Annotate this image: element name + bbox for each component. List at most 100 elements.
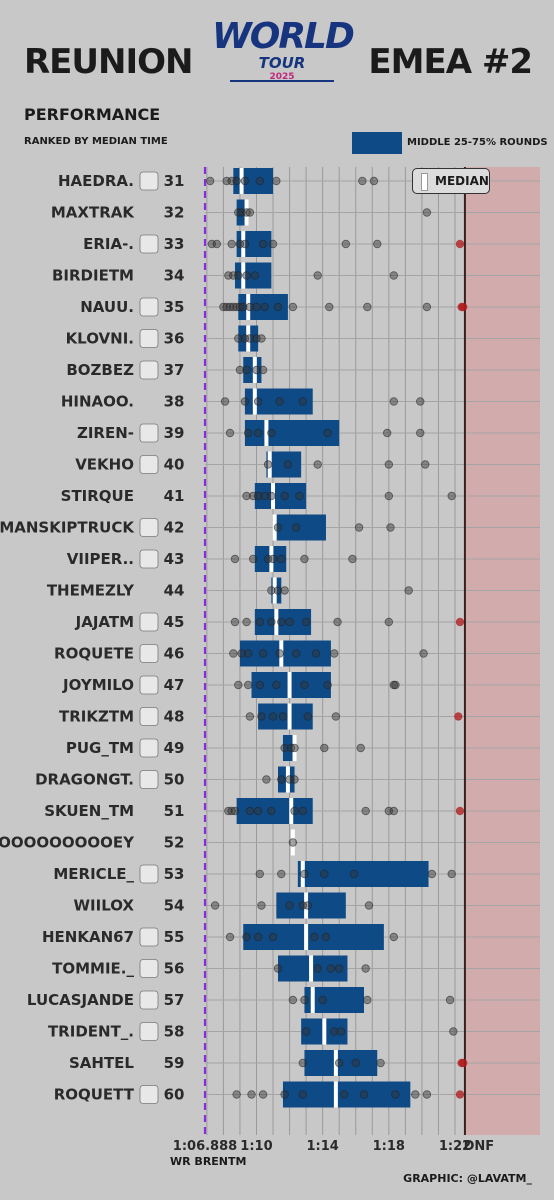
round-point: [253, 428, 263, 438]
round-point: [313, 460, 322, 469]
player-name: ROQUETE: [54, 645, 134, 663]
red-lattice-logo-icon: [139, 927, 159, 947]
round-point: [253, 397, 263, 406]
player-name: WIILOX: [73, 897, 134, 915]
round-point: [245, 712, 255, 721]
x-tick-label: 1:10: [240, 1139, 272, 1154]
chanel-logo-icon: [139, 171, 159, 191]
round-point: [376, 1058, 385, 1068]
round-point: [455, 1090, 465, 1099]
round-point: [384, 491, 394, 501]
player-number: 47: [164, 676, 185, 694]
round-point: [255, 680, 264, 690]
round-point: [455, 239, 465, 249]
round-point: [363, 995, 372, 1005]
round-point: [300, 869, 309, 879]
round-point: [245, 806, 255, 816]
round-point: [267, 806, 276, 816]
iqr-box: [276, 892, 346, 919]
player-name: KLOVNI.: [66, 330, 134, 348]
round-point: [275, 649, 284, 658]
legend-median-swatch: [421, 173, 428, 191]
round-point: [373, 239, 382, 249]
round-point: [229, 649, 238, 658]
player-number: 38: [164, 393, 185, 411]
round-point: [244, 428, 253, 438]
round-point: [311, 649, 321, 658]
round-point: [303, 712, 312, 721]
diamond-logo-icon: [139, 234, 159, 254]
median-marker: [292, 735, 297, 761]
round-point: [298, 1058, 308, 1068]
round-point: [258, 1090, 268, 1099]
round-point: [334, 1058, 344, 1068]
iqr-box: [254, 609, 312, 635]
round-point: [244, 649, 253, 658]
round-point: [252, 302, 261, 312]
round-point: [351, 1058, 360, 1068]
x-tick-label: 1:18: [373, 1139, 405, 1154]
x-tick-label: 1:14: [306, 1139, 338, 1154]
iqr-box: [239, 640, 331, 667]
round-point: [220, 397, 230, 406]
median-marker: [322, 1018, 327, 1045]
player-name: HINAOO.: [61, 393, 134, 411]
plane-logo-icon: [139, 738, 159, 758]
round-point: [258, 239, 268, 249]
player-name: BIRDIETM: [52, 267, 134, 285]
spiral-logo-icon: [139, 329, 159, 348]
round-point: [459, 302, 468, 312]
round-point: [386, 523, 395, 532]
player-name: HAEDRA.: [58, 172, 134, 190]
player-name: MANSKIPTRUCK: [0, 519, 135, 537]
player-number: 58: [164, 1023, 185, 1041]
median-marker: [333, 1081, 338, 1108]
iqr-box: [236, 199, 247, 226]
median-marker: [289, 798, 294, 824]
round-point: [222, 302, 231, 312]
round-point: [280, 1090, 289, 1099]
round-point: [234, 271, 243, 280]
round-point: [257, 901, 266, 910]
median-marker: [239, 168, 244, 194]
round-point: [389, 806, 398, 816]
round-point: [267, 586, 276, 595]
round-point: [229, 302, 238, 312]
round-point: [245, 208, 255, 217]
player-number: 54: [164, 897, 185, 915]
round-point: [416, 397, 425, 406]
round-point: [320, 869, 329, 879]
round-point: [325, 302, 334, 312]
round-point: [273, 523, 283, 532]
round-point: [253, 491, 263, 501]
round-point: [277, 617, 286, 627]
median-marker: [252, 357, 257, 383]
round-point: [225, 302, 235, 312]
round-point: [273, 302, 283, 312]
player-number: 40: [164, 456, 185, 474]
median-marker: [287, 672, 292, 698]
round-point: [277, 869, 286, 879]
legend-median-key: MEDIAN: [412, 168, 490, 194]
round-point: [285, 901, 294, 910]
round-point: [255, 869, 264, 879]
round-point: [298, 806, 308, 816]
round-point: [272, 176, 281, 186]
round-point: [363, 302, 372, 312]
round-point: [323, 428, 332, 438]
median-marker: [244, 199, 249, 226]
s-logo-icon: [139, 423, 159, 443]
round-point: [242, 208, 251, 217]
round-point: [459, 1058, 468, 1068]
round-point: [349, 869, 359, 879]
player-number: 59: [164, 1054, 185, 1072]
round-point: [419, 649, 428, 658]
round-point: [310, 932, 319, 942]
round-point: [290, 806, 299, 816]
round-point: [333, 617, 342, 627]
round-point: [232, 302, 241, 312]
round-point: [245, 302, 255, 312]
round-point: [272, 680, 281, 690]
pink-orb-logo-icon: [139, 455, 159, 474]
median-marker: [271, 483, 276, 509]
